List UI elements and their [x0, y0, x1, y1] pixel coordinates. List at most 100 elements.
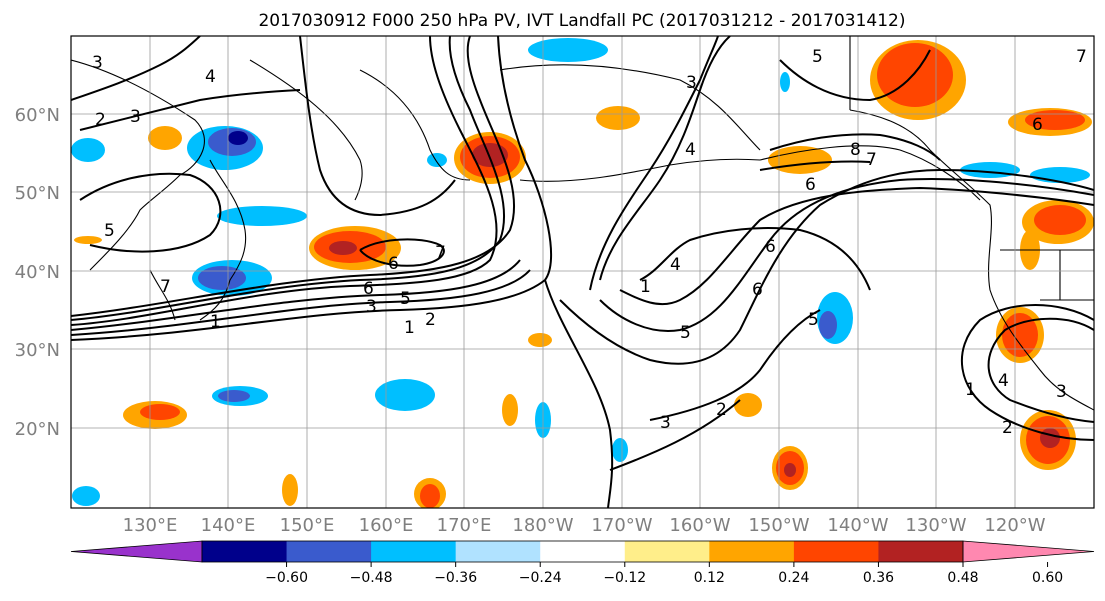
contour-label: 6	[805, 175, 816, 195]
lon-label: 140°W	[827, 515, 888, 536]
contour-label: 2	[1002, 418, 1013, 438]
figure-title: 2017030912 F000 250 hPa PV, IVT Landfall…	[258, 11, 905, 31]
lon-label: 170°E	[437, 515, 492, 536]
positive-anomaly-patch	[734, 393, 762, 417]
contour-label: 3	[1056, 382, 1067, 402]
positive-anomaly-patch	[528, 333, 552, 347]
negative-anomaly-patch	[198, 266, 246, 290]
contour-label: 3	[660, 413, 671, 433]
positive-anomaly-patch	[140, 404, 180, 420]
contour-label: 6	[765, 237, 776, 257]
negative-anomaly-patch	[780, 72, 790, 92]
pv-contours	[71, 36, 1094, 508]
colorbar-segment	[793, 541, 879, 562]
positive-anomaly-patch	[420, 484, 440, 508]
contour-label: 3	[92, 53, 103, 73]
lon-label: 130°E	[123, 515, 178, 536]
contour-label: 4	[205, 67, 216, 87]
lon-label: 120°W	[984, 515, 1045, 536]
contour-label: 4	[998, 371, 1009, 391]
negative-anomaly-patch	[217, 206, 307, 226]
colorbar-tick-label: 0.12	[694, 570, 725, 586]
lon-label: 150°E	[280, 515, 335, 536]
positive-anomaly-patch	[472, 143, 508, 167]
contour-label: 7	[1076, 47, 1087, 67]
map-panel: 3 4 2 3 4 5 3 5 7 6 8 7 6 5 6 6 7 6 5 3 …	[71, 36, 1094, 508]
colorbar-segment	[709, 541, 795, 562]
negative-anomaly-patch	[1030, 167, 1090, 183]
contour-label: 5	[400, 289, 411, 309]
colorbar-segment	[540, 541, 626, 562]
negative-anomaly-patch	[72, 486, 100, 506]
colorbar-extend-max	[962, 540, 1095, 563]
lat-label: 60°N	[15, 105, 60, 126]
gridlines	[71, 36, 1094, 508]
colorbar-segment	[371, 541, 457, 562]
colorbar-segment	[624, 541, 710, 562]
positive-anomaly-patch	[329, 241, 357, 255]
positive-anomaly-patch	[768, 146, 832, 174]
contour-label: 6	[752, 280, 763, 300]
negative-anomaly-patch	[819, 311, 837, 339]
lon-label: 160°E	[359, 515, 414, 536]
contour-label: 7	[435, 243, 446, 263]
colorbar-tick-label: 0.60	[1032, 570, 1063, 586]
lon-label: 180°W	[512, 515, 573, 536]
colorbar-tick-label: −0.48	[350, 570, 393, 586]
contour-label: 5	[680, 323, 691, 343]
contour-label: 4	[685, 140, 696, 160]
positive-anomaly-patch	[502, 394, 518, 426]
negative-anomaly-patch	[612, 438, 628, 462]
contour-label: 3	[366, 297, 377, 317]
colorbar-segments	[70, 540, 1095, 563]
map-frame	[70, 35, 1095, 509]
positive-anomaly-patch	[148, 126, 182, 150]
contour-label: 1	[404, 318, 415, 338]
negative-anomaly-patch	[228, 131, 248, 145]
colorbar-tick-label: −0.24	[519, 570, 562, 586]
lat-label: 40°N	[15, 262, 60, 283]
lon-label: 150°W	[748, 515, 809, 536]
contour-label: 7	[160, 277, 171, 297]
contour-label: 1	[210, 312, 221, 332]
positive-anomaly-patch	[282, 474, 298, 506]
contour-label: 5	[812, 47, 823, 67]
contour-label: 6	[388, 254, 399, 274]
contour-label: 5	[808, 310, 819, 330]
lon-label: 160°W	[669, 515, 730, 536]
contour-label: 3	[686, 73, 697, 93]
colorbar-segment	[202, 541, 288, 562]
negative-anomaly-patch	[528, 38, 608, 62]
positive-anomaly-patch	[596, 106, 640, 130]
colorbar-tick-label: 0.48	[947, 570, 978, 586]
contour-label: 3	[130, 107, 141, 127]
colorbar-extend-min	[70, 540, 203, 563]
positive-anomaly-patch	[784, 463, 796, 477]
positive-anomaly-patch	[1002, 313, 1038, 357]
contour-label: 5	[104, 221, 115, 241]
colorbar-tick-label: −0.12	[603, 570, 646, 586]
lon-label: 140°E	[201, 515, 256, 536]
contour-label: 8	[850, 140, 861, 160]
lat-label: 50°N	[15, 183, 60, 204]
positive-anomaly-patch	[74, 236, 102, 244]
lon-label: 170°W	[591, 515, 652, 536]
colorbar-segment	[878, 541, 964, 562]
contour-label: 1	[640, 277, 651, 297]
contour-label: 6	[363, 279, 374, 299]
contour-label: 2	[95, 110, 106, 130]
contour-label: 4	[670, 255, 681, 275]
colorbar-tick-label: −0.36	[434, 570, 477, 586]
colorbar-segment	[455, 541, 541, 562]
lat-label: 20°N	[15, 419, 60, 440]
colorbar-ticks: −0.60 −0.48 −0.36 −0.24 −0.12 0.12 0.24 0.36 0.4…	[265, 562, 1063, 586]
positive-anomaly-patch	[1034, 205, 1086, 235]
positive-anomaly-patch	[1025, 110, 1085, 130]
contour-label: 1	[965, 380, 976, 400]
longitude-labels: 130°E 140°E 150°E 160°E 170°E 180°W 170°…	[123, 515, 1046, 536]
lat-label: 30°N	[15, 340, 60, 361]
negative-anomaly-patch	[375, 379, 435, 411]
colorbar-segment	[286, 541, 372, 562]
positive-anomaly-patch	[877, 43, 953, 107]
